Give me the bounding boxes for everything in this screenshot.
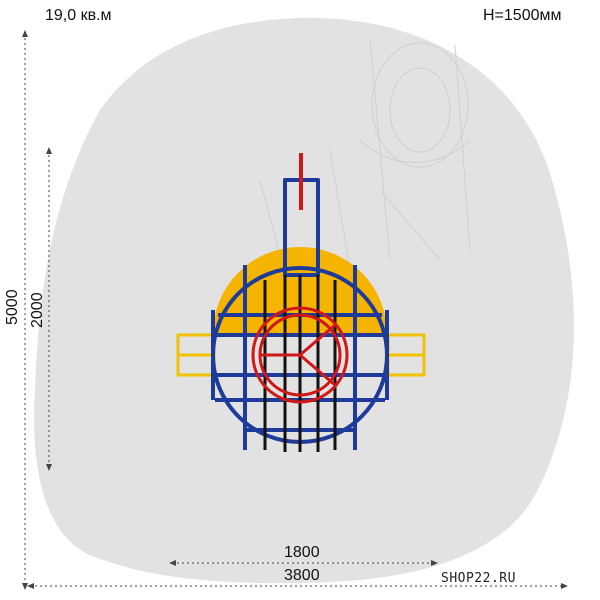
inner-width-label: 1800	[284, 544, 320, 561]
steering-wheel	[251, 306, 349, 404]
area-label: 19,0 кв.м	[45, 7, 112, 24]
total-width-label: 3800	[284, 567, 320, 584]
height-label: H=1500мм	[483, 7, 562, 24]
dimension-lines	[24, 33, 565, 588]
watermark: SHOP22.RU	[441, 571, 516, 586]
dark-bars	[263, 275, 337, 452]
inner-length-label: 2000	[29, 292, 46, 328]
ghost-outline	[259, 39, 471, 331]
total-length-label: 5000	[4, 289, 21, 325]
dimension-arrows	[22, 30, 568, 590]
